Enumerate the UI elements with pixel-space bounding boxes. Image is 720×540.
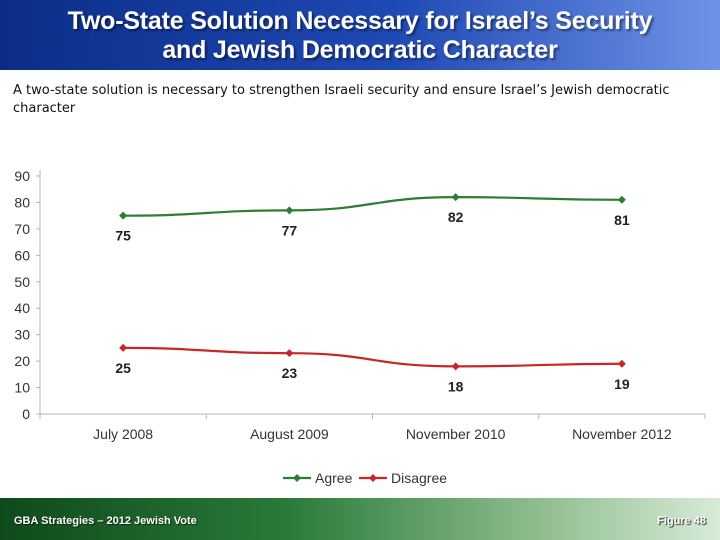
agree-series-line <box>123 196 622 217</box>
agree-point-marker <box>617 195 626 204</box>
disagree-data-label: 25 <box>115 360 131 376</box>
line-chart: 0 10 20 30 40 50 60 70 80 90 July 2008 August 2009 N… <box>14 168 706 486</box>
disagree-point-marker <box>451 362 460 371</box>
x-category-label: August 2009 <box>250 426 329 442</box>
x-category-label: November 2012 <box>572 426 672 442</box>
question-text: A two-state solution is necessary to str… <box>13 83 670 116</box>
agree-data-label: 82 <box>448 209 464 225</box>
agree-point-marker <box>119 211 128 220</box>
disagree-data-label: 19 <box>614 376 630 392</box>
y-tick-label: 90 <box>14 168 30 184</box>
y-tick-label: 20 <box>14 353 30 369</box>
y-tick-label: 10 <box>14 380 30 396</box>
x-category-label: July 2008 <box>93 426 153 442</box>
agree-point-marker <box>285 206 294 215</box>
agree-data-label: 77 <box>282 222 298 238</box>
figure-number: Figure 48 <box>657 515 706 527</box>
x-category-label: November 2010 <box>406 426 506 442</box>
slide-header: Two-State Solution Necessary for Israel’… <box>0 0 720 70</box>
disagree-point-marker <box>617 359 626 368</box>
y-tick-label: 50 <box>14 274 30 290</box>
agree-data-label: 81 <box>614 212 630 228</box>
y-tick-label: 80 <box>14 194 30 210</box>
y-tick-label: 40 <box>14 300 30 316</box>
y-tick-label: 30 <box>14 327 30 343</box>
agree-legend-label: Agree <box>315 470 353 486</box>
disagree-data-label: 23 <box>282 365 298 381</box>
slide-footer: GBA Strategies – 2012 Jewish Vote Figure… <box>0 498 720 540</box>
agree-point-marker <box>451 193 460 202</box>
disagree-data-label: 18 <box>448 378 464 394</box>
agree-data-label: 75 <box>115 228 131 244</box>
disagree-series-line <box>123 346 622 368</box>
disagree-legend-label: Disagree <box>391 470 447 486</box>
y-tick-label: 60 <box>14 247 30 263</box>
y-tick-label: 70 <box>14 221 30 237</box>
footer-source: GBA Strategies – 2012 Jewish Vote <box>14 515 197 527</box>
disagree-point-marker <box>285 349 294 358</box>
disagree-point-marker <box>119 343 128 352</box>
slide-title-line-1: Two-State Solution Necessary for Israel’… <box>67 7 653 35</box>
agree-legend-marker <box>293 474 301 482</box>
disagree-legend-marker <box>369 474 377 482</box>
slide-title-line-2: and Jewish Democratic Character <box>162 36 558 64</box>
y-tick-label: 0 <box>22 406 30 422</box>
